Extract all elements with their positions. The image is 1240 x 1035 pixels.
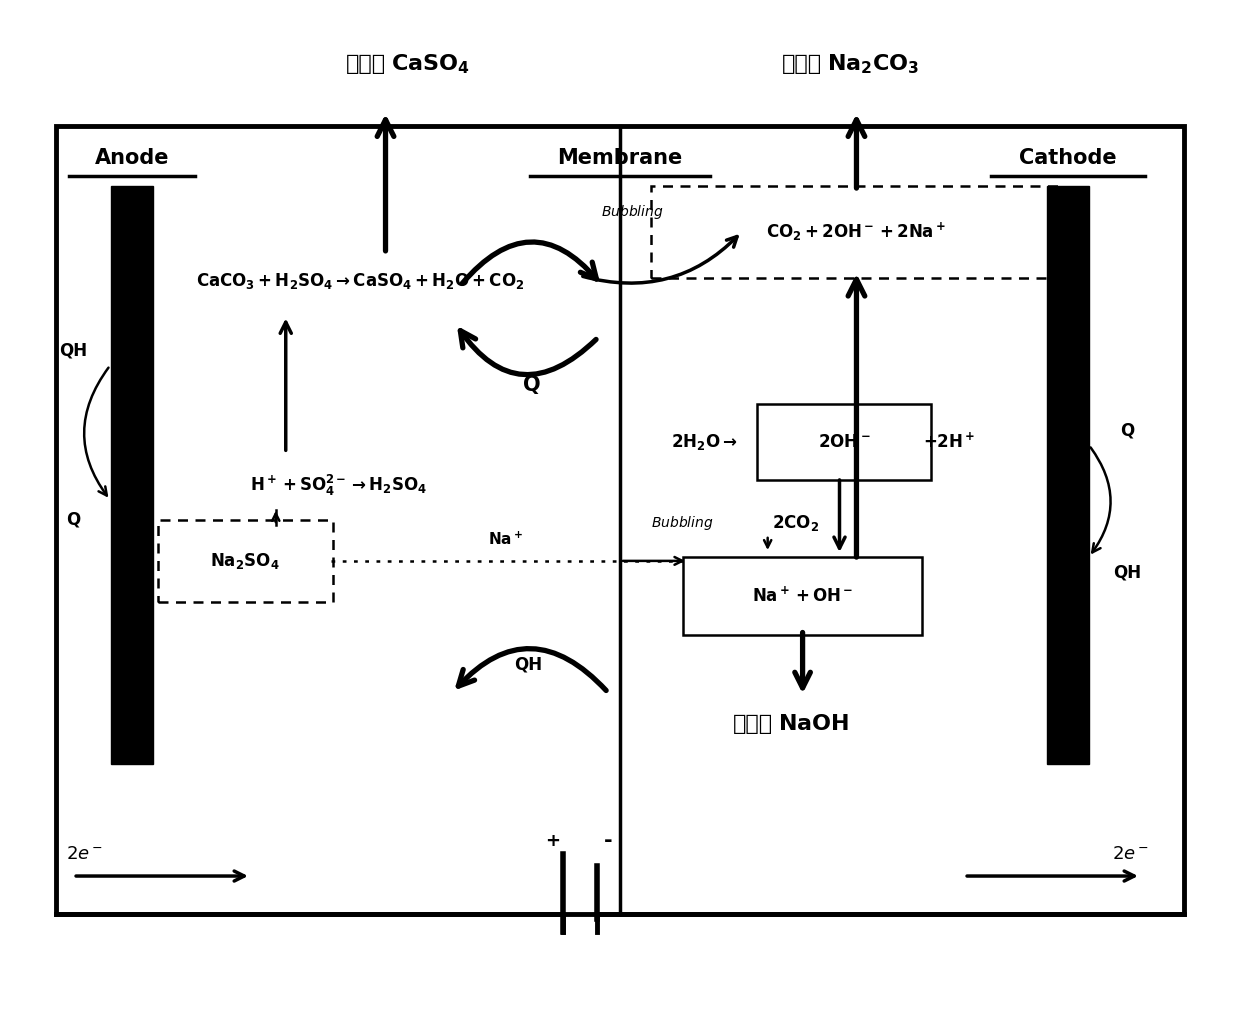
Text: $\mathbf{2OH^-}$: $\mathbf{2OH^-}$ — [817, 434, 870, 451]
Text: $\mathit{Bubbling}$: $\mathit{Bubbling}$ — [600, 203, 663, 220]
Bar — [56, 126, 1184, 914]
Text: 纯碱：: 纯碱： — [781, 54, 822, 75]
Text: 石膏：: 石膏： — [346, 54, 386, 75]
Text: 烧碱：: 烧碱： — [733, 714, 773, 735]
Text: $\mathbf{Na^+ + OH^-}$: $\mathbf{Na^+ + OH^-}$ — [751, 586, 853, 605]
Text: $\mathbf{Na_2SO_4}$: $\mathbf{Na_2SO_4}$ — [211, 551, 280, 571]
Text: -: - — [604, 831, 613, 851]
Text: $\mathbf{+2H^+}$: $\mathbf{+2H^+}$ — [923, 433, 976, 452]
Text: QH: QH — [515, 655, 542, 674]
Text: Q: Q — [523, 376, 541, 395]
Text: $\mathit{Bubbling}$: $\mathit{Bubbling}$ — [651, 514, 713, 532]
Text: QH: QH — [60, 342, 87, 359]
Text: $\mathbf{CaCO_3 + H_2SO_4 \rightarrow CaSO_4 + H_2O + CO_2}$: $\mathbf{CaCO_3 + H_2SO_4 \rightarrow Ca… — [196, 270, 525, 291]
Text: Q: Q — [1120, 421, 1135, 439]
Text: Anode: Anode — [94, 148, 170, 168]
Bar — [1047, 186, 1089, 764]
Text: $2e^-$: $2e^-$ — [66, 846, 103, 863]
Text: QH: QH — [1112, 564, 1141, 582]
Text: $\mathbf{Na^+}$: $\mathbf{Na^+}$ — [487, 530, 523, 548]
Text: Q: Q — [66, 511, 81, 529]
Text: Cathode: Cathode — [1019, 148, 1117, 168]
Text: $\mathbf{NaOH}$: $\mathbf{NaOH}$ — [777, 714, 848, 735]
Text: $\mathbf{Na_2CO_3}$: $\mathbf{Na_2CO_3}$ — [827, 53, 919, 76]
Text: $\mathbf{CaSO_4}$: $\mathbf{CaSO_4}$ — [391, 53, 469, 76]
Text: $\mathbf{H^+ + SO_4^{2-} \rightarrow H_2SO_4}$: $\mathbf{H^+ + SO_4^{2-} \rightarrow H_2… — [250, 473, 428, 498]
Text: $\mathbf{2CO_2}$: $\mathbf{2CO_2}$ — [771, 513, 818, 533]
Text: +: + — [544, 832, 559, 850]
Bar — [112, 186, 153, 764]
Text: $\mathbf{2H_2O \rightarrow}$: $\mathbf{2H_2O \rightarrow}$ — [671, 433, 738, 452]
Text: $\mathbf{CO_2 + 2OH^- + 2Na^+}$: $\mathbf{CO_2 + 2OH^- + 2Na^+}$ — [766, 220, 946, 243]
Text: $2e^-$: $2e^-$ — [1112, 846, 1148, 863]
Text: Membrane: Membrane — [557, 148, 683, 168]
